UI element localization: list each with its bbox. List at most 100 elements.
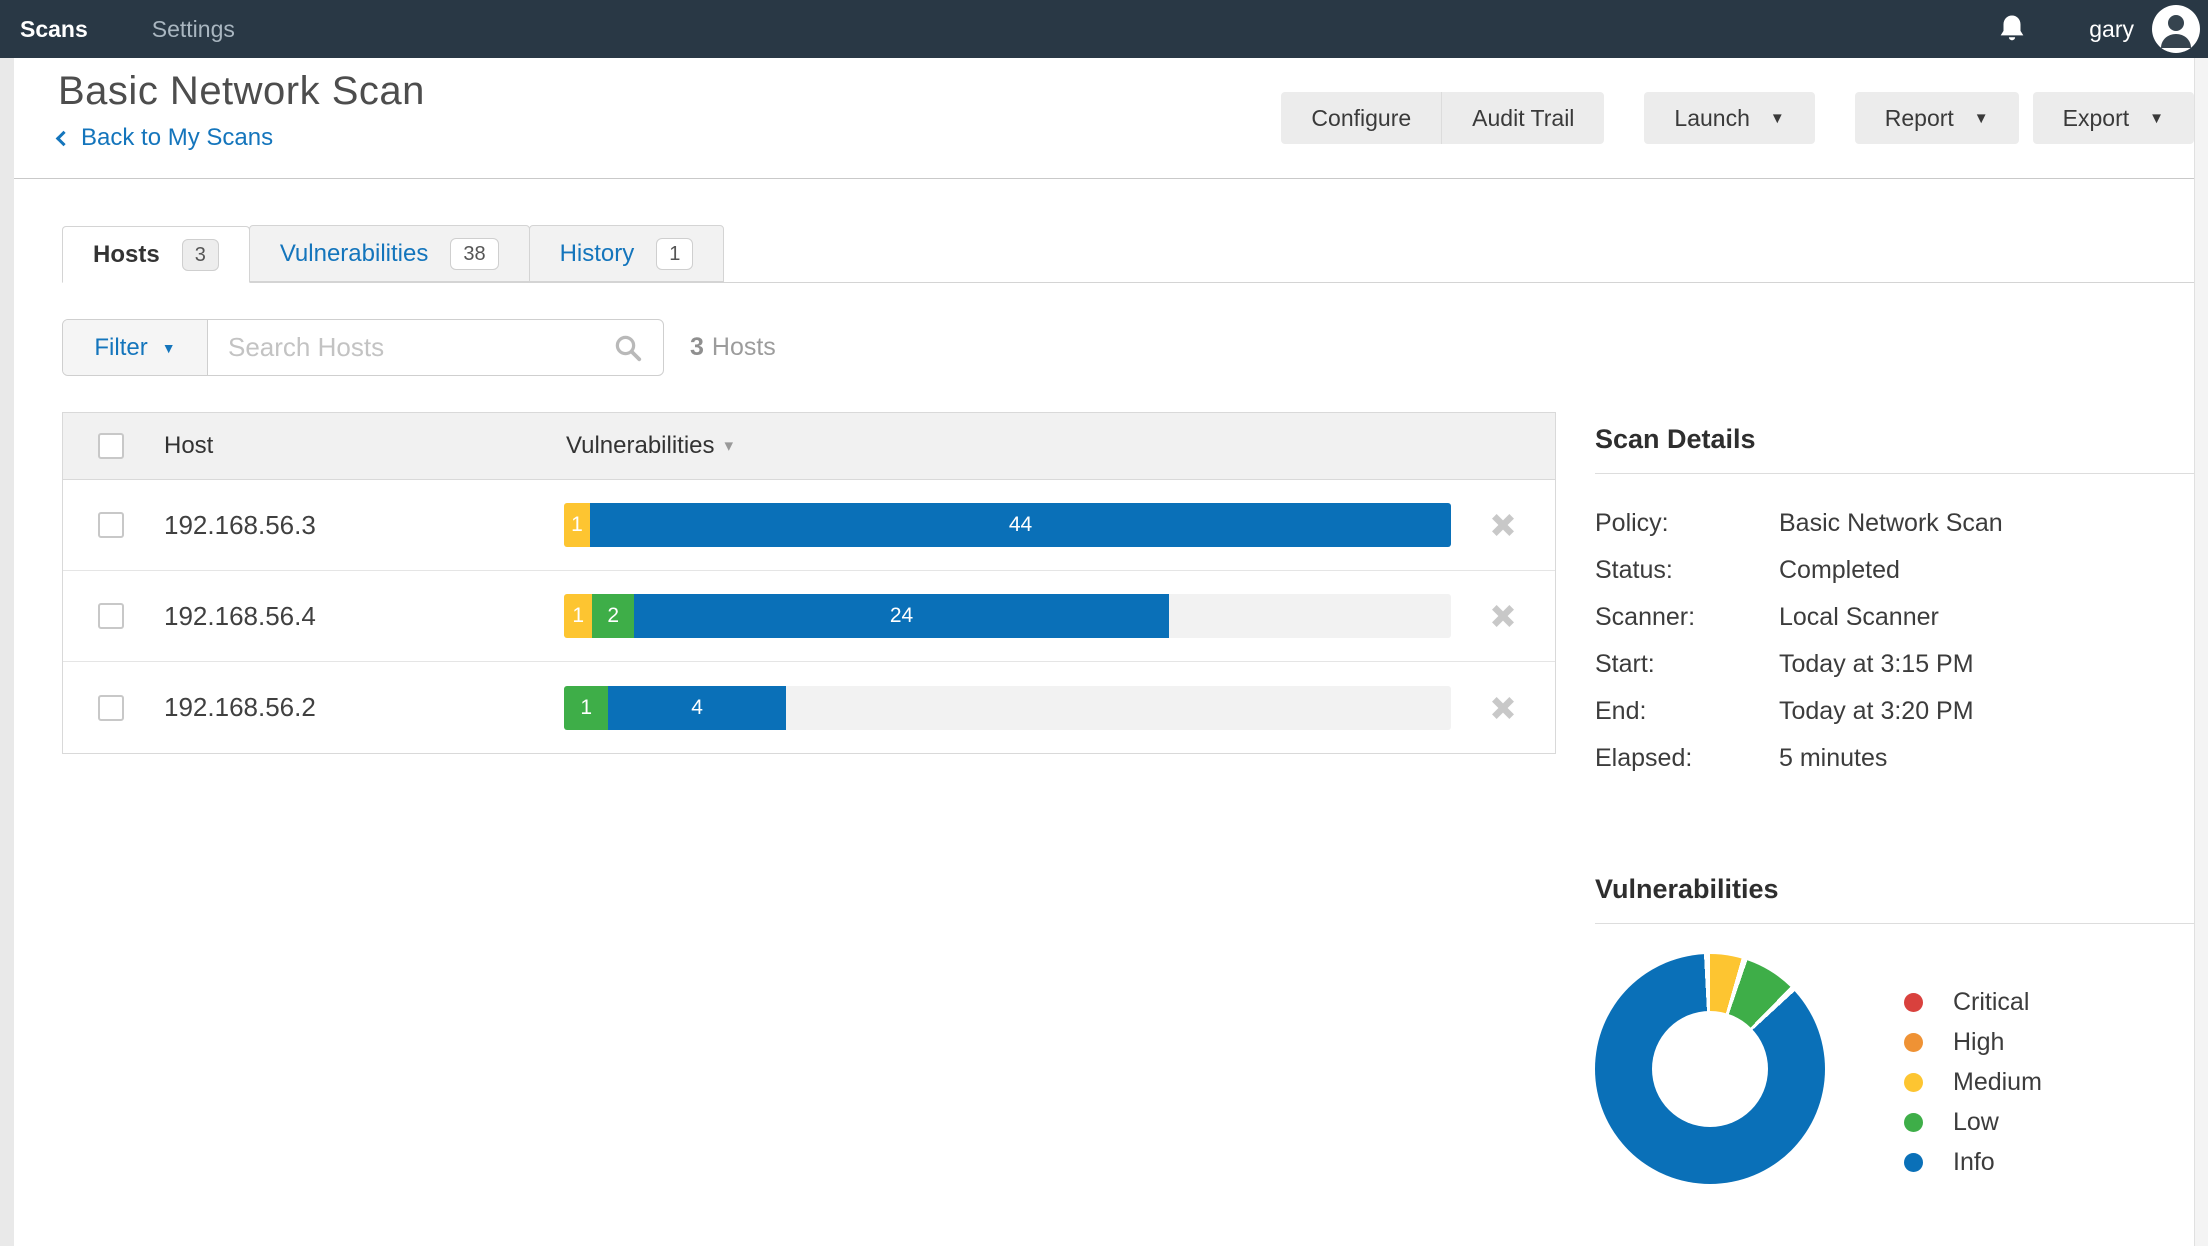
vulnerabilities-chart-area: Critical High Medium Low Info: [1595, 954, 2194, 1184]
legend-label: Medium: [1953, 1067, 2042, 1096]
launch-button-label: Launch: [1674, 104, 1750, 131]
chart-legend: Critical High Medium Low Info: [1904, 982, 2042, 1184]
nav-item-scans[interactable]: Scans: [20, 15, 88, 42]
row-checkbox-cell: [63, 694, 124, 721]
detail-label: Status:: [1595, 556, 1673, 584]
detail-row: Elapsed: 5 minutes: [1595, 735, 2194, 782]
back-chevron-icon: [55, 130, 72, 146]
main-content: Basic Network Scan Back to My Scans Conf…: [14, 58, 2194, 1246]
severity-segment-low[interactable]: 1: [564, 685, 609, 730]
severity-segment-info[interactable]: 44: [590, 503, 1451, 547]
table-body: 192.168.56.3 1 44 192.168.56.4 1 2 24 192.168.5…: [63, 480, 1555, 753]
vulnerabilities-panel-title: Vulnerabilities: [1595, 860, 2194, 924]
detail-value: 5 minutes: [1779, 744, 1888, 772]
severity-segment-info[interactable]: 24: [634, 594, 1169, 638]
back-to-my-scans-link[interactable]: Back to My Scans: [55, 124, 273, 152]
tab-hosts[interactable]: Hosts 3: [62, 226, 250, 283]
legend-label: Low: [1953, 1107, 1999, 1136]
severity-segment-info[interactable]: 4: [608, 685, 786, 730]
row-checkbox[interactable]: [98, 694, 124, 721]
filter-button[interactable]: Filter ▼: [63, 320, 208, 375]
vulnerabilities-bar-cell: 1 2 24: [564, 594, 1451, 638]
host-column-header[interactable]: Host: [123, 432, 564, 460]
search-hosts-input[interactable]: [208, 320, 613, 375]
legend-label: Info: [1953, 1147, 1995, 1176]
vulnerabilities-bar-cell: 1 44: [564, 503, 1451, 547]
detail-value: Completed: [1779, 556, 1900, 584]
detail-label: Scanner:: [1595, 603, 1696, 631]
remove-host-icon[interactable]: [1490, 512, 1516, 538]
host-cell[interactable]: 192.168.56.2: [123, 692, 564, 723]
table-row[interactable]: 192.168.56.4 1 2 24: [63, 571, 1555, 662]
severity-segment-low[interactable]: 2: [592, 594, 635, 638]
page-title: Basic Network Scan: [58, 69, 425, 113]
nav-username[interactable]: gary: [2089, 15, 2134, 42]
legend-dot-medium: [1904, 1072, 1923, 1092]
legend-dot-info: [1904, 1152, 1923, 1172]
table-row[interactable]: 192.168.56.3 1 44: [63, 480, 1555, 571]
detail-value: Today at 3:20 PM: [1779, 697, 1974, 725]
scan-header: Basic Network Scan Back to My Scans Conf…: [14, 58, 2194, 179]
severity-segment-medium[interactable]: 1: [564, 594, 593, 638]
legend-item-info: Info: [1904, 1142, 2042, 1182]
severity-bar[interactable]: 1 44: [564, 503, 1451, 547]
filter-search-control: Filter ▼: [62, 319, 664, 376]
detail-value: Local Scanner: [1779, 603, 1939, 631]
search-icon[interactable]: [613, 333, 643, 363]
row-checkbox[interactable]: [98, 603, 124, 629]
report-button-label: Report: [1884, 104, 1954, 131]
severity-bar[interactable]: 1 2 24: [564, 594, 1451, 638]
chevron-down-icon: ▼: [161, 339, 176, 356]
host-cell[interactable]: 192.168.56.4: [123, 601, 564, 632]
vulnerabilities-column-label: Vulnerabilities: [566, 432, 715, 459]
table-row[interactable]: 192.168.56.2 1 4: [63, 662, 1555, 753]
detail-label: Elapsed:: [1595, 744, 1693, 772]
tab-bar: Hosts 3 Vulnerabilities 38 History 1: [62, 225, 2194, 283]
tab-history[interactable]: History 1: [528, 225, 725, 282]
detail-row: Status: Completed: [1595, 547, 2194, 594]
row-checkbox-cell: [63, 512, 124, 538]
chevron-down-icon: ▼: [2149, 109, 2164, 127]
tab-vulnerabilities-label: Vulnerabilities: [279, 239, 429, 267]
legend-dot-critical: [1904, 992, 1923, 1012]
detail-row: End: Today at 3:20 PM: [1595, 688, 2194, 735]
row-actions-cell: [1451, 512, 1555, 538]
audit-trail-button[interactable]: Audit Trail: [1442, 92, 1605, 144]
detail-value: Basic Network Scan: [1779, 509, 2003, 537]
user-avatar-icon[interactable]: [2152, 5, 2200, 53]
launch-button[interactable]: Launch ▼: [1644, 92, 1815, 144]
host-count-number: 3: [690, 333, 704, 361]
header-buttons: Configure Audit Trail Launch ▼ Report ▼ …: [1281, 92, 2194, 144]
legend-label: High: [1953, 1027, 2005, 1056]
table-header: Host Vulnerabilities ▾: [63, 413, 1555, 480]
hosts-table: Host Vulnerabilities ▾ 192.168.56.3 1 44 19…: [62, 412, 1556, 754]
legend-label: Critical: [1953, 987, 2030, 1016]
host-count-label: Hosts: [711, 333, 776, 361]
remove-host-icon[interactable]: [1490, 603, 1516, 629]
scrollbar-track[interactable]: [2194, 58, 2208, 1246]
scan-details-fields: Policy: Basic Network Scan Status: Complete…: [1595, 500, 2194, 782]
select-all-checkbox[interactable]: [98, 433, 124, 459]
host-result-count: 3 Hosts: [690, 333, 776, 362]
host-ip: 192.168.56.2: [164, 692, 316, 722]
tab-vulnerabilities[interactable]: Vulnerabilities 38: [248, 225, 530, 282]
configure-audit-group: Configure Audit Trail: [1281, 92, 1605, 144]
severity-segment-medium[interactable]: 1: [564, 503, 590, 547]
vulnerabilities-column-header[interactable]: Vulnerabilities ▾: [564, 432, 733, 460]
row-checkbox-cell: [63, 603, 124, 629]
tab-history-count-badge: 1: [656, 237, 694, 270]
remove-host-icon[interactable]: [1490, 695, 1516, 721]
export-button[interactable]: Export ▼: [2032, 92, 2194, 144]
row-checkbox[interactable]: [98, 512, 124, 538]
row-actions-cell: [1451, 695, 1555, 721]
tab-hosts-count-badge: 3: [181, 238, 219, 271]
report-button[interactable]: Report ▼: [1854, 92, 2019, 144]
configure-button[interactable]: Configure: [1281, 92, 1443, 144]
notifications-bell-icon[interactable]: [1995, 12, 2029, 46]
host-cell[interactable]: 192.168.56.3: [123, 510, 564, 541]
legend-item-low: Low: [1904, 1102, 2042, 1142]
host-column-label: Host: [164, 432, 214, 459]
legend-item-high: High: [1904, 1022, 2042, 1062]
nav-item-settings[interactable]: Settings: [151, 15, 235, 42]
